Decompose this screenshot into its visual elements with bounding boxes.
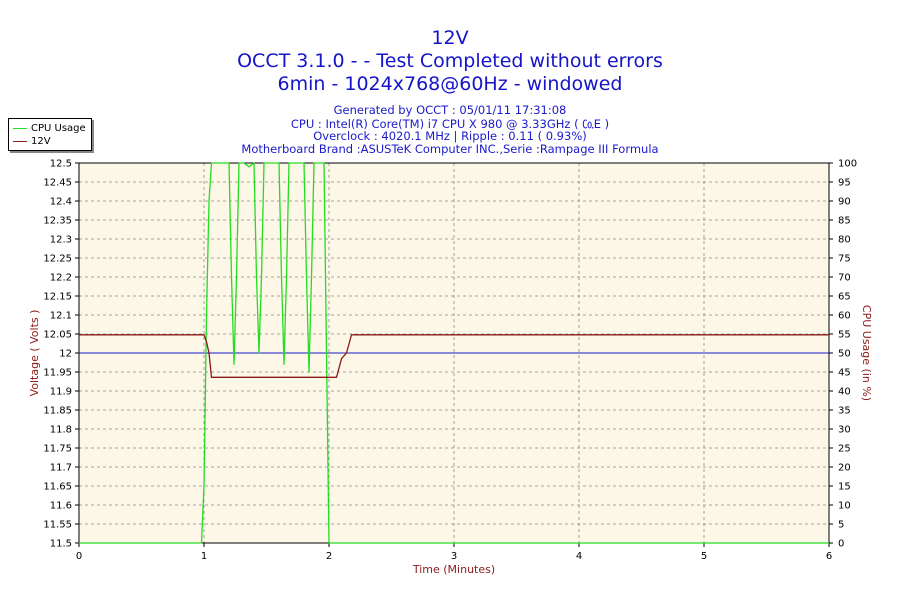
y-left-tick-label: 11.7 [50, 463, 72, 474]
x-axis-title: Time (Minutes) [412, 563, 495, 576]
y-left-tick-label: 12.4 [50, 197, 72, 208]
y-left-tick-label: 12.05 [43, 330, 72, 341]
y-right-tick-label: 45 [838, 368, 851, 379]
info-overclock: Overclock : 4020.1 MHz | Ripple : 0.11 (… [313, 129, 587, 143]
y-left-tick-label: 12.15 [43, 292, 72, 303]
x-tick-label: 3 [451, 551, 457, 562]
y-left-tick-label: 11.85 [43, 406, 72, 417]
y-left-tick-label: 12.45 [43, 178, 72, 189]
y-right-tick-label: 30 [838, 425, 851, 436]
series-cpu-usage-line [79, 162, 829, 544]
y-right-tick-label: 85 [838, 216, 851, 227]
y-left-tick-label: 11.95 [43, 368, 72, 379]
x-tick-label: 6 [826, 551, 832, 562]
y-right-tick-label: 95 [838, 178, 851, 189]
y-left-tick-label: 11.9 [50, 387, 72, 398]
y-left-tick-label: 11.6 [50, 501, 72, 512]
y-left-tick-label: 12 [59, 349, 72, 360]
legend-label-12v: 12V [31, 136, 51, 147]
y-left-tick-label: 12.25 [43, 254, 72, 265]
x-tick-label: 2 [326, 551, 332, 562]
y-right-tick-label: 55 [838, 330, 851, 341]
y-right-tick-label: 75 [838, 254, 851, 265]
x-tick-label: 0 [76, 551, 82, 562]
info-generated: Generated by OCCT : 05/01/11 17:31:08 [333, 103, 567, 117]
chart-subtitle-test-status: OCCT 3.1.0 - - Test Completed without er… [237, 50, 663, 72]
info-cpu: CPU : Intel(R) Core(TM) i7 CPU X 980 @ 3… [290, 117, 610, 131]
y-left-tick-label: 12.35 [43, 216, 72, 227]
y-right-tick-label: 60 [838, 311, 851, 322]
y-right-tick-label: 65 [838, 292, 851, 303]
series-12v-line [79, 334, 829, 378]
y-right-tick-label: 70 [838, 273, 851, 284]
legend-item-cpu-usage: CPU Usage [13, 122, 86, 135]
y-left-tick-label: 12.1 [50, 311, 72, 322]
y-right-axis-title: CPU Usage (in %) [860, 305, 873, 401]
y-right-tick-label: 25 [838, 444, 851, 455]
info-motherboard: Motherboard Brand :ASUSTeK Computer INC.… [241, 142, 659, 156]
legend-swatch-cpu-usage [13, 127, 27, 129]
legend-label-cpu-usage: CPU Usage [31, 123, 86, 134]
x-tick-label: 1 [201, 551, 207, 562]
y-left-tick-label: 11.5 [50, 539, 72, 550]
y-right-tick-label: 80 [838, 235, 851, 246]
y-right-tick-label: 0 [838, 539, 844, 550]
legend-item-12v: 12V [13, 135, 51, 148]
y-left-axis-title: Voltage ( Volts ) [28, 310, 41, 397]
y-right-tick-label: 10 [838, 501, 851, 512]
x-tick-label: 4 [576, 551, 582, 562]
legend-swatch-12v [13, 140, 27, 142]
y-left-tick-label: 12.3 [50, 235, 72, 246]
y-right-tick-label: 90 [838, 197, 851, 208]
y-left-tick-label: 11.65 [43, 482, 72, 493]
y-right-tick-label: 100 [838, 159, 857, 170]
y-right-tick-label: 50 [838, 349, 851, 360]
y-left-tick-label: 11.8 [50, 425, 72, 436]
y-right-tick-label: 35 [838, 406, 851, 417]
legend: CPU Usage 12V [8, 118, 92, 151]
y-right-tick-label: 20 [838, 463, 851, 474]
y-right-tick-label: 40 [838, 387, 851, 398]
y-right-tick-label: 5 [838, 520, 844, 531]
y-left-tick-label: 11.55 [43, 520, 72, 531]
y-left-tick-label: 11.75 [43, 444, 72, 455]
y-right-tick-label: 15 [838, 482, 851, 493]
chart-title: 12V [431, 27, 469, 49]
x-tick-label: 5 [701, 551, 707, 562]
y-left-tick-label: 12.5 [50, 159, 72, 170]
chart-subtitle-run-info: 6min - 1024x768@60Hz - windowed [277, 73, 623, 95]
y-left-tick-label: 12.2 [50, 273, 72, 284]
